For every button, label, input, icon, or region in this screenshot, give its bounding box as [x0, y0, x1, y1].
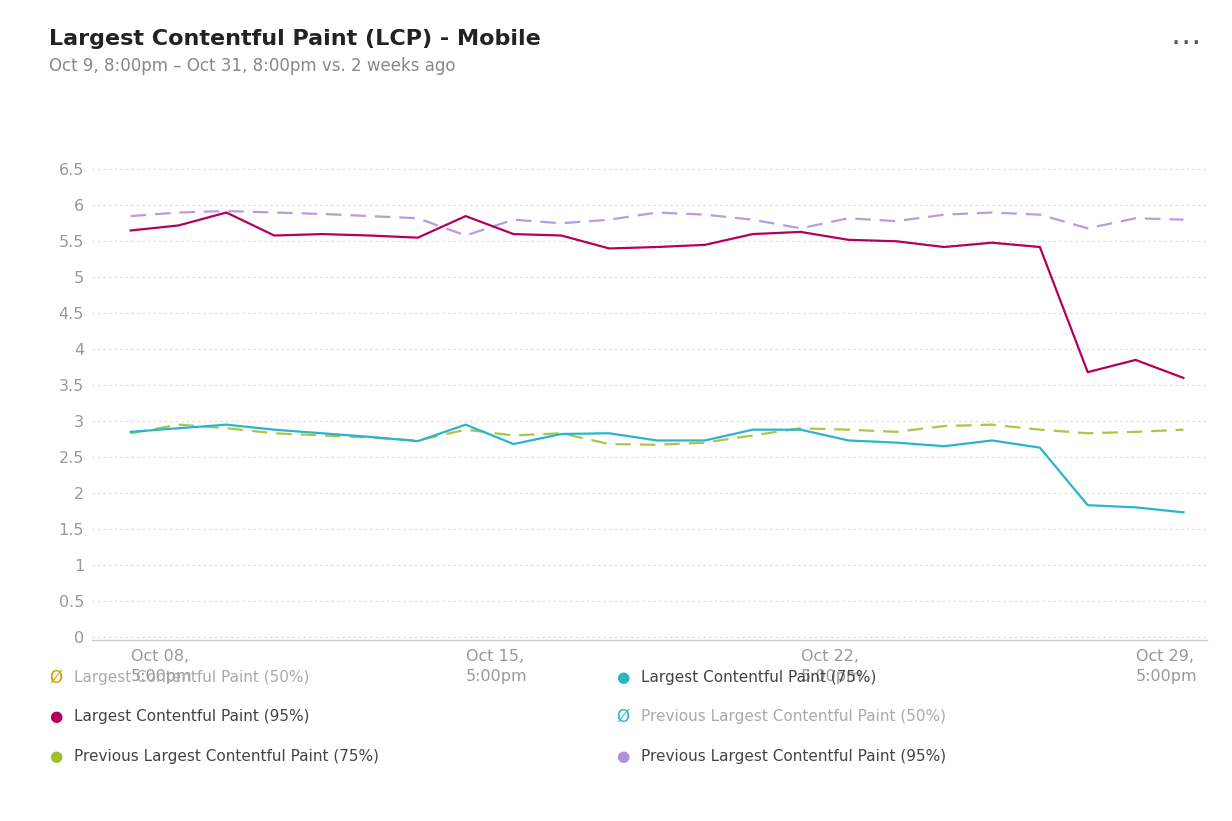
Text: Ø: Ø — [49, 668, 63, 686]
Text: ●: ● — [49, 749, 63, 764]
Text: Previous Largest Contentful Paint (75%): Previous Largest Contentful Paint (75%) — [74, 749, 379, 764]
Text: Largest Contentful Paint (95%): Largest Contentful Paint (95%) — [74, 709, 309, 724]
Text: Largest Contentful Paint (LCP) - Mobile: Largest Contentful Paint (LCP) - Mobile — [49, 29, 541, 48]
Text: Largest Contentful Paint (50%): Largest Contentful Paint (50%) — [74, 670, 309, 685]
Text: Largest Contentful Paint (75%): Largest Contentful Paint (75%) — [641, 670, 876, 685]
Text: Previous Largest Contentful Paint (95%): Previous Largest Contentful Paint (95%) — [641, 749, 946, 764]
Text: ●: ● — [616, 670, 630, 685]
Text: Ø: Ø — [616, 708, 630, 726]
Text: ●: ● — [49, 709, 63, 724]
Text: ⋯: ⋯ — [1170, 29, 1201, 57]
Text: Oct 9, 8:00pm – Oct 31, 8:00pm vs. 2 weeks ago: Oct 9, 8:00pm – Oct 31, 8:00pm vs. 2 wee… — [49, 57, 456, 76]
Text: ●: ● — [616, 749, 630, 764]
Text: Previous Largest Contentful Paint (50%): Previous Largest Contentful Paint (50%) — [641, 709, 946, 724]
